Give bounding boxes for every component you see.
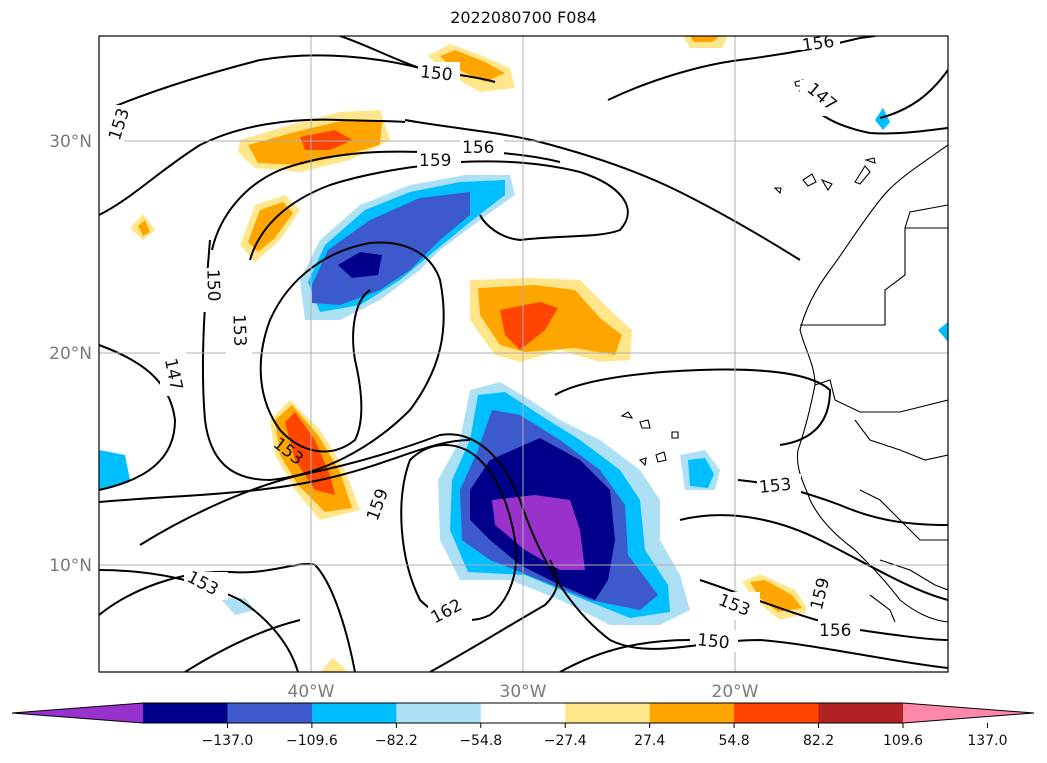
colorbar-segment [143, 703, 228, 723]
contour-line [339, 36, 421, 69]
colorbar-segment [311, 703, 397, 723]
contour-line [554, 368, 832, 446]
positive-anomaly-bottom-center [320, 658, 348, 672]
colorbar-tick-label: 109.6 [883, 733, 923, 749]
contour-line [879, 69, 948, 119]
negative-anomaly-cape-verde-core [688, 458, 714, 488]
colorbar-tick-label: −109.6 [286, 733, 338, 749]
chart-title: 2022080700 F084 [450, 8, 597, 27]
island-outline [854, 165, 871, 185]
border-line [869, 594, 896, 623]
contour-line [679, 514, 948, 601]
contour-line [559, 639, 691, 672]
island-outline [639, 419, 651, 429]
contour-line [99, 563, 356, 672]
negative-anomaly-south-purple [492, 495, 585, 570]
colorbar-segment [480, 703, 566, 723]
positive-anomaly-top-center-core [690, 36, 720, 42]
contour-line [429, 559, 558, 672]
contour-label: 156 [819, 621, 851, 641]
colorbar-segment [818, 703, 904, 723]
map-area: 150 153 156 159 147 156 150 153 147 153 … [99, 32, 948, 672]
contour-label: 156 [801, 32, 836, 56]
longitude-label-30w: 30°W [500, 682, 547, 702]
positive-anomaly-west-dot-core [138, 220, 150, 236]
island-outline [655, 451, 667, 463]
contour-label-group: 150 153 156 159 147 156 150 153 147 153 … [99, 32, 860, 653]
positive-anomaly-top-left-core [440, 50, 505, 82]
colorbar-segment [734, 703, 820, 723]
contour-line [249, 160, 629, 261]
colorbar-extend-max [903, 703, 1034, 723]
positive-anomaly-southeast-orange [750, 580, 802, 612]
negative-anomaly-east-edge [938, 322, 948, 342]
island-outline [773, 187, 782, 195]
africa-coastline [796, 144, 948, 623]
border-line [814, 379, 948, 413]
border-line [854, 419, 948, 461]
negative-anomaly-north-navy [338, 252, 382, 278]
colorbar-tick-label: 27.4 [634, 733, 665, 749]
colorbar: −137.0 −109.6 −82.2 −54.8 −27.4 27.4 54.8 82.2 1… [11, 702, 1035, 749]
colorbar-tick-label: −54.8 [459, 733, 502, 749]
contour-label: 159 [419, 151, 451, 171]
colorbar-segment [649, 703, 735, 723]
colorbar-segment [227, 703, 313, 723]
longitude-label-40w: 40°W [288, 682, 335, 702]
map-frame [98, 35, 949, 673]
contour-label: 150 [202, 269, 223, 302]
island-outline [638, 457, 647, 467]
latitude-label-20n: 20°N [49, 344, 92, 364]
negative-anomaly-west-edge [99, 450, 130, 490]
contour-label: 153 [758, 475, 792, 498]
contour-line [99, 344, 177, 491]
height-contours [99, 36, 948, 672]
latitude-label-30n: 30°N [49, 132, 92, 152]
colorbar-tick-label: 54.8 [719, 733, 750, 749]
contour-line [99, 118, 406, 216]
contour-line [404, 119, 801, 261]
contour-label: 156 [462, 138, 494, 158]
negative-anomaly-north-east-spot [875, 108, 890, 130]
border-line [800, 227, 948, 326]
border-line [904, 204, 948, 229]
island-outline [671, 431, 679, 439]
contour-label: 153 [228, 314, 249, 347]
colorbar-extend-min [12, 703, 143, 723]
contour-line [139, 433, 948, 669]
positive-anomaly-central-red [500, 302, 558, 350]
island-outline [864, 157, 876, 164]
colorbar-segment [565, 703, 651, 723]
positive-anomaly-north-red [300, 130, 352, 150]
contour-line [184, 619, 301, 672]
latitude-label-10n: 10°N [49, 556, 92, 576]
colorbar-outline [11, 702, 1035, 724]
contour-line [201, 239, 445, 482]
island-outline [620, 411, 634, 419]
contour-label: 150 [696, 630, 730, 653]
colorbar-tick-label: 82.2 [803, 733, 834, 749]
border-line [859, 489, 948, 541]
positive-anomaly-southwest-red [285, 412, 335, 495]
colorbar-tick-label: −82.2 [375, 733, 418, 749]
contour-label: 150 [419, 62, 453, 85]
colorbar-segment [396, 703, 482, 723]
gridlines [99, 36, 948, 672]
longitude-label-20w: 20°W [712, 682, 759, 702]
contour-line [400, 444, 518, 621]
island-outline [802, 173, 817, 187]
colorbar-tick-label: −137.0 [202, 733, 254, 749]
island-outline [820, 178, 833, 192]
colorbar-tick-label: −27.4 [544, 733, 587, 749]
negative-anomaly-south-west-spot [220, 598, 255, 615]
colorbar-tick-label: 137.0 [967, 733, 1007, 749]
contour-line [99, 569, 299, 672]
